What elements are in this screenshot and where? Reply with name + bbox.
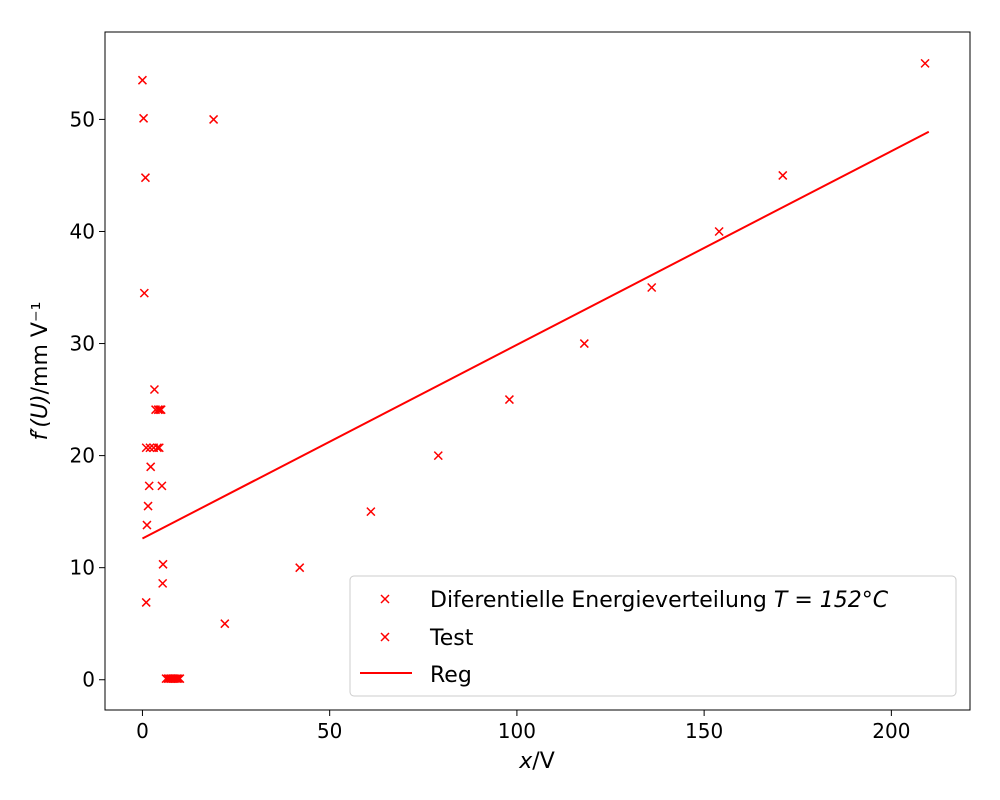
marker-stroke <box>156 405 166 415</box>
marker-stroke <box>647 282 657 293</box>
marker-stroke <box>380 594 390 604</box>
data-point-series-1 <box>157 481 167 491</box>
marker-stroke <box>209 114 219 124</box>
marker-stroke <box>144 481 154 491</box>
data-point-series-1 <box>144 481 154 491</box>
axis-ticks: 0 50 100 150 200 0 10 20 30 40 50 <box>70 107 911 743</box>
y-tick-label: 50 <box>70 107 95 131</box>
legend-marker-x <box>380 594 390 604</box>
data-point-series-0 <box>714 226 724 237</box>
data-point-series-0 <box>920 58 930 68</box>
legend-label-series-0: Diferentielle Energieverteilung T = 152°… <box>430 588 889 613</box>
data-point-series-1 <box>154 443 164 453</box>
data-point-series-0 <box>139 288 149 298</box>
data-point-series-1 <box>141 597 151 607</box>
data-point-series-1 <box>142 520 152 530</box>
marker-stroke <box>137 75 147 85</box>
marker-stroke <box>149 384 159 395</box>
data-point-series-0 <box>220 619 230 629</box>
marker-stroke <box>155 405 165 415</box>
data-point-series-0 <box>504 395 514 405</box>
data-point-series-1 <box>145 443 155 453</box>
marker-stroke <box>173 674 183 684</box>
data-point-series-1 <box>141 443 151 453</box>
data-point-series-0 <box>209 114 219 124</box>
data-point-series-1 <box>173 674 183 684</box>
regression-line <box>141 130 930 540</box>
data-point-series-0 <box>295 563 305 573</box>
data-point-series-1 <box>153 405 163 415</box>
chart-marks <box>137 58 930 684</box>
legend: Diferentielle Energieverteilung T = 152°… <box>349 575 957 697</box>
x-tick-label: 150 <box>685 719 723 743</box>
data-point-series-1 <box>146 462 156 472</box>
marker-stroke <box>778 170 788 180</box>
y-tick-label: 20 <box>70 444 95 468</box>
marker-stroke <box>141 597 151 607</box>
data-point-series-0 <box>137 75 147 85</box>
legend-marker-x <box>380 632 390 642</box>
legend-label-series-2: Reg <box>430 663 472 688</box>
marker-stroke <box>366 507 376 517</box>
marker-stroke <box>220 619 230 629</box>
marker-stroke <box>140 173 150 183</box>
marker-stroke <box>433 451 443 461</box>
legend-marker-series-0 <box>380 594 390 604</box>
legend-label-series-1: Test <box>429 626 474 651</box>
x-axis-label: x/V <box>518 749 555 774</box>
data-point-series-1 <box>143 501 153 511</box>
legend-frame <box>349 575 957 697</box>
marker-stroke <box>380 632 390 642</box>
y-tick-label: 30 <box>70 332 95 356</box>
marker-stroke <box>158 578 168 588</box>
x-tick-label: 100 <box>498 719 536 743</box>
marker-stroke <box>504 395 514 405</box>
y-tick-label: 40 <box>70 219 95 243</box>
marker-stroke <box>143 501 153 511</box>
marker-stroke <box>157 481 167 491</box>
data-point-series-1 <box>175 674 185 684</box>
marker-stroke <box>920 58 930 68</box>
marker-stroke <box>172 674 182 684</box>
marker-stroke <box>153 405 163 415</box>
plot-area-frame <box>104 31 971 711</box>
marker-stroke <box>152 443 162 453</box>
data-point-series-1 <box>172 674 182 684</box>
marker-stroke <box>142 520 152 530</box>
legend-marker-series-1 <box>380 632 390 642</box>
data-point-series-0 <box>140 173 150 183</box>
y-tick-label: 10 <box>70 556 95 580</box>
y-tick-label: 0 <box>82 668 95 692</box>
marker-stroke <box>175 674 185 684</box>
data-point-series-1 <box>156 405 166 415</box>
data-point-series-1 <box>155 405 165 415</box>
marker-stroke <box>141 443 151 453</box>
data-point-series-0 <box>433 451 443 461</box>
data-point-series-1 <box>149 384 159 395</box>
marker-stroke <box>146 462 156 472</box>
marker-stroke <box>714 226 724 237</box>
marker-stroke <box>158 559 168 569</box>
data-point-series-1 <box>158 578 168 588</box>
marker-stroke <box>145 443 155 453</box>
x-tick-label: 50 <box>317 719 342 743</box>
marker-stroke <box>295 563 305 573</box>
x-tick-label: 200 <box>872 719 910 743</box>
marker-stroke <box>579 339 589 349</box>
data-point-series-1 <box>158 559 168 569</box>
data-point-series-0 <box>647 282 657 293</box>
data-point-series-0 <box>579 339 589 349</box>
data-point-series-0 <box>778 170 788 180</box>
marker-stroke <box>139 288 149 298</box>
data-point-series-0 <box>139 113 149 123</box>
y-axis-label: f′(U)/mm V⁻¹ <box>28 302 53 441</box>
marker-stroke <box>154 443 164 453</box>
marker-stroke <box>139 113 149 123</box>
data-point-series-1 <box>152 443 162 453</box>
data-point-series-0 <box>366 507 376 517</box>
x-tick-label: 0 <box>136 719 149 743</box>
